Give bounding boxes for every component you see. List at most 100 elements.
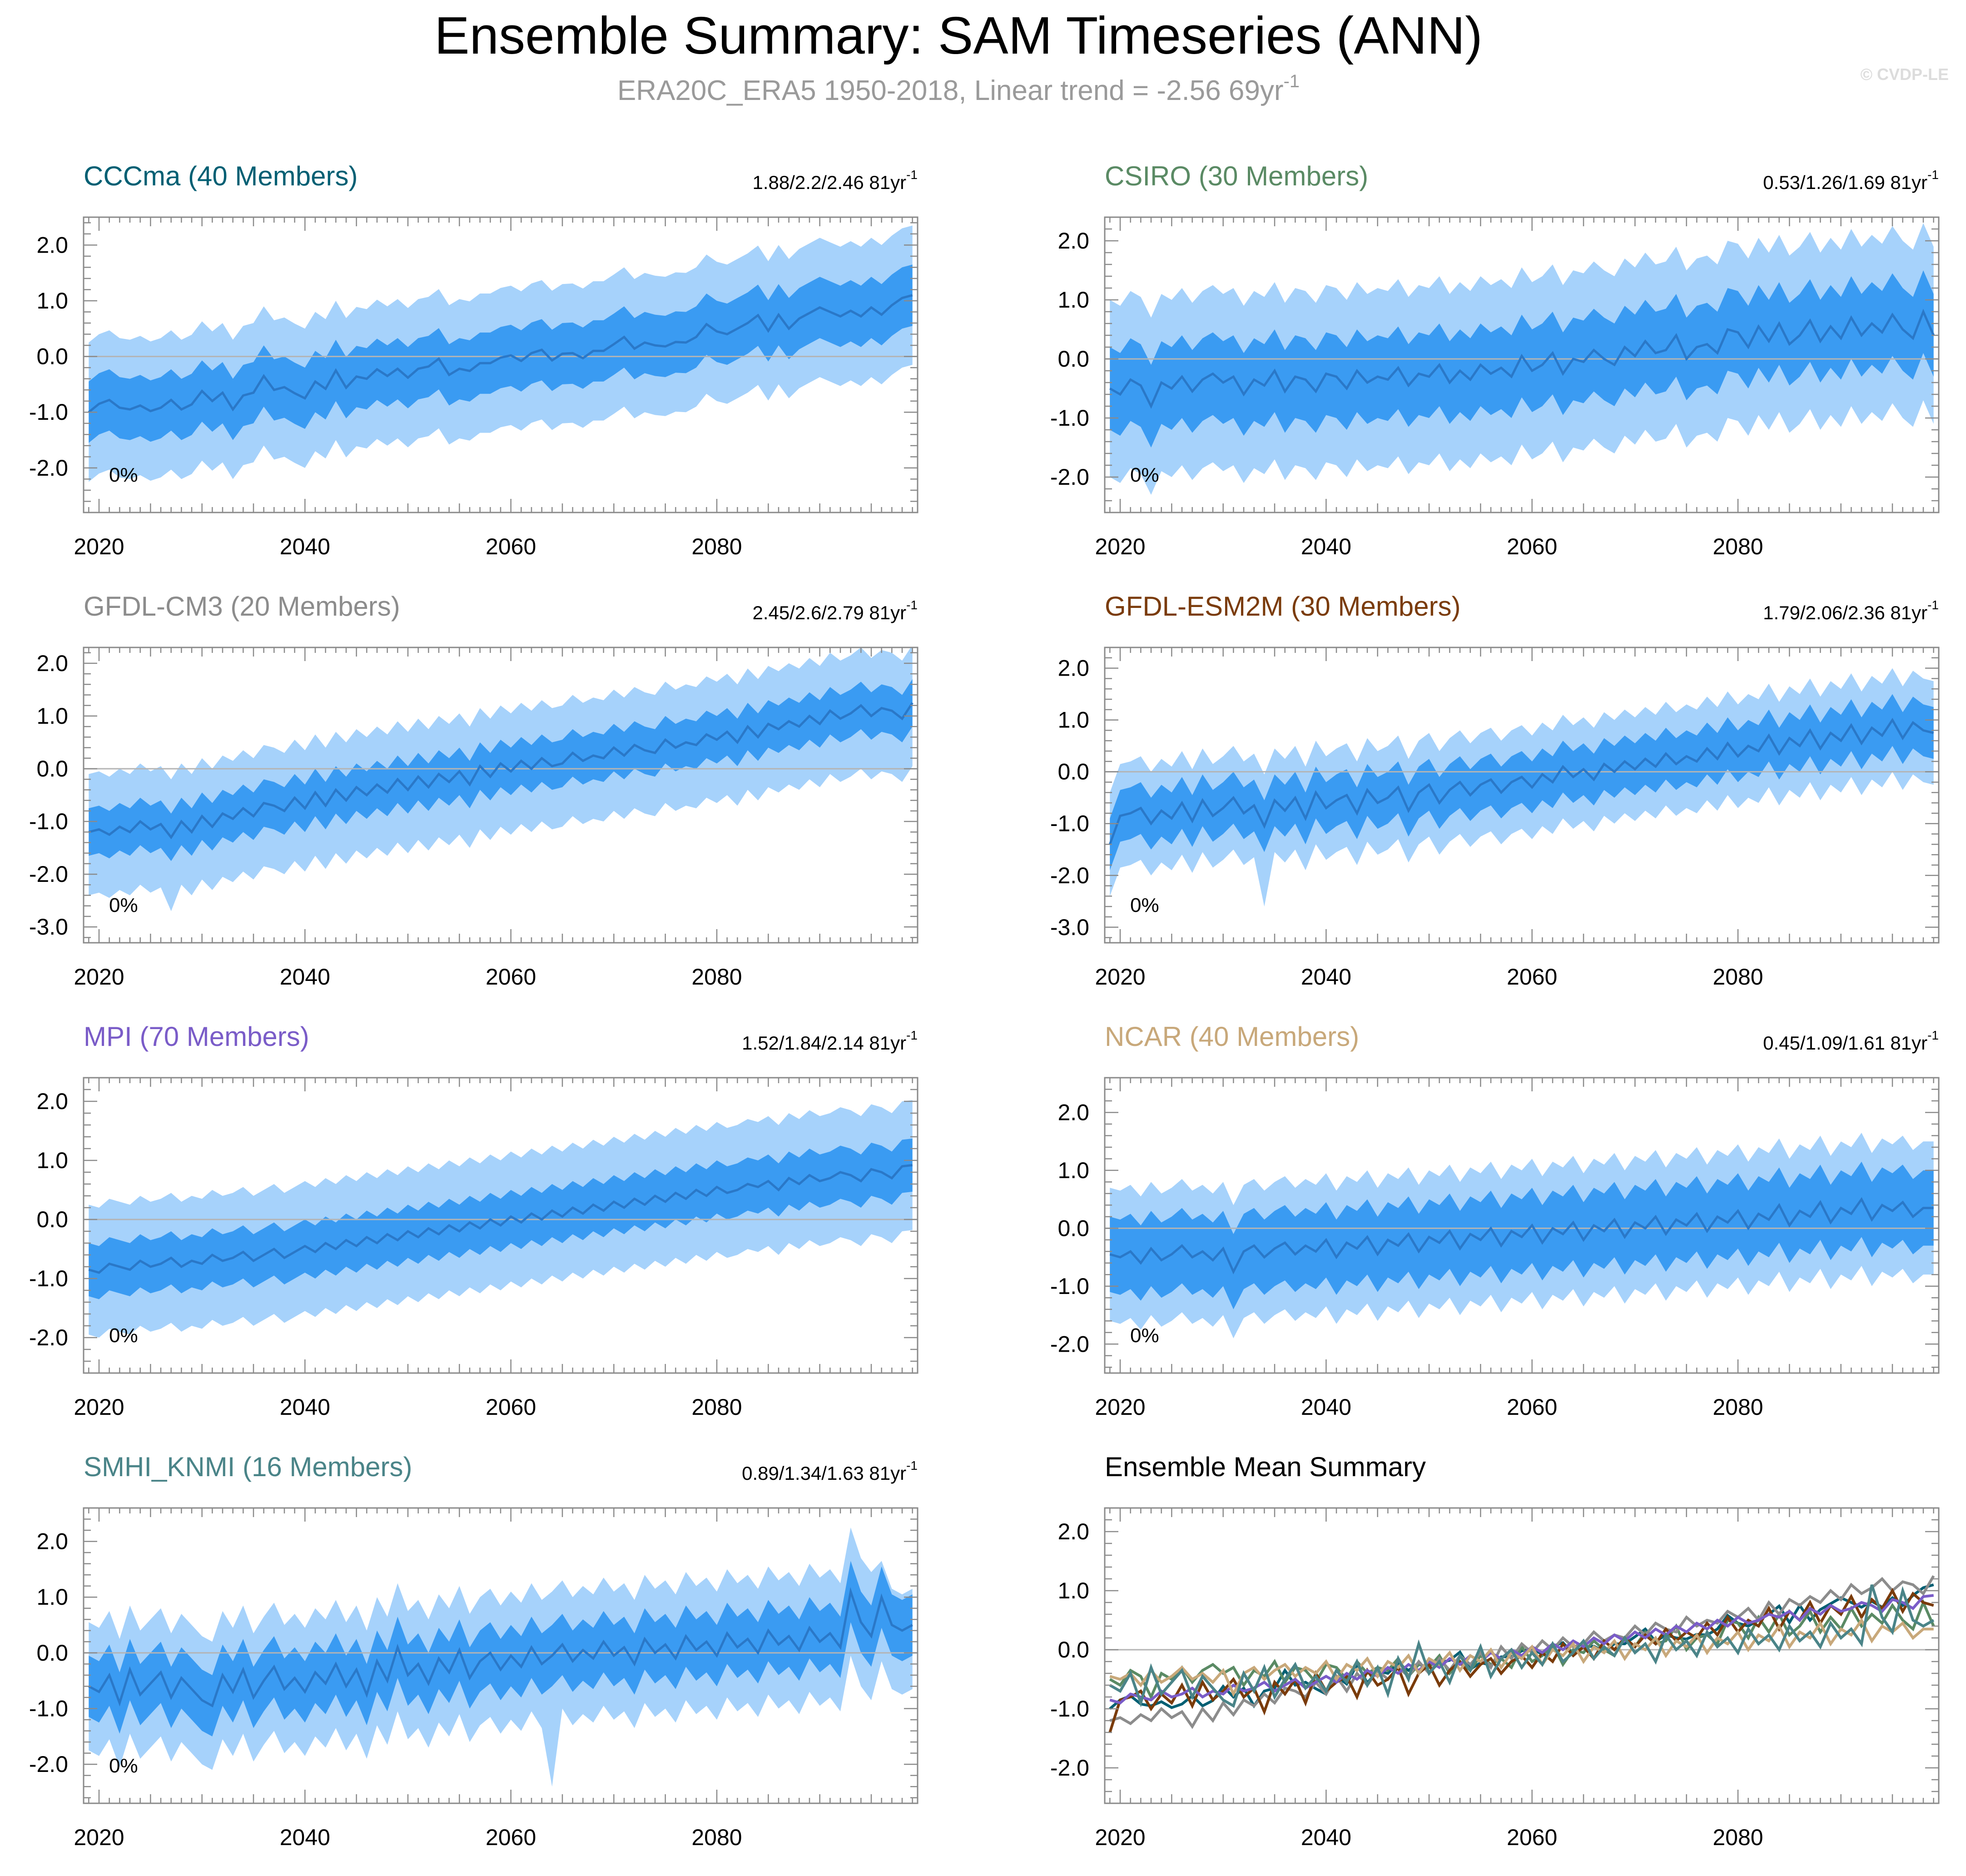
panel-gfdl-cm3-band-25-75 <box>89 679 913 861</box>
panel-gfdl-cm3-trend-text: 2.45/2.6/2.79 81yr <box>753 602 907 623</box>
panel-gfdl-cm3-percent-label: 0% <box>109 894 138 916</box>
panel-gfdl-esm2m-ytick-label: -2.0 <box>1050 863 1089 888</box>
panel-gfdl-esm2m-ensemble-mean-line <box>1108 717 1934 845</box>
panel-smhi-knmi: SMHI_KNMI (16 Members) 0.89/1.34/1.63 81y… <box>29 1452 918 1850</box>
panel-smhi-knmi-trend-label: 0.89/1.34/1.63 81yr-1 <box>742 1458 918 1484</box>
panel-mpi-trend-label: 1.52/1.84/2.14 81yr-1 <box>742 1028 918 1054</box>
panel-cccma: CCCma (40 Members) 1.88/2.2/2.46 81yr-1 0%… <box>29 161 918 559</box>
panel-ncar-ytick-label: -1.0 <box>1050 1274 1089 1299</box>
panel-cccma-ytick-label: -1.0 <box>29 399 68 425</box>
panel-csiro: CSIRO (30 Members) 0.53/1.26/1.69 81yr-1 0… <box>1050 161 1940 559</box>
figure-title: Ensemble Summary: SAM Timeseries (ANN) <box>434 6 1483 65</box>
panel-ensemble-mean-summary: Ensemble Mean Summary -2.0 -1.0 0.0 1.0 2.0 20… <box>1050 1452 1940 1850</box>
panel-gfdl-cm3-xtick-label: 2060 <box>486 964 536 990</box>
panel-mpi-ytick-label: 0.0 <box>36 1207 68 1232</box>
panel-gfdl-esm2m-ytick-label: -1.0 <box>1050 811 1089 836</box>
panel-smhi-knmi-title: SMHI_KNMI (16 Members) <box>84 1452 412 1482</box>
panel-csiro-plot-area <box>1105 223 1939 495</box>
panel-mpi-title: MPI (70 Members) <box>84 1021 309 1052</box>
panel-mpi-percent-label: 0% <box>109 1324 138 1347</box>
panel-ncar-ensemble-mean-line <box>1109 1197 1934 1274</box>
panel-cccma-ytick-label: 2.0 <box>36 232 68 258</box>
panel-ncar-trend-text: 0.45/1.09/1.61 81yr <box>1763 1032 1927 1054</box>
panel-csiro-xtick-label: 2060 <box>1507 534 1557 559</box>
panel-cccma-ytick-label: 1.0 <box>36 288 68 313</box>
panel-ncar-xtick-label: 2060 <box>1507 1394 1557 1420</box>
panel-ncar-title: NCAR (40 Members) <box>1105 1021 1359 1052</box>
panel-smhi-knmi-xtick-label: 2080 <box>691 1825 742 1850</box>
panel-ncar-xtick-label: 2040 <box>1301 1394 1351 1420</box>
panel-csiro-trend-label: 0.53/1.26/1.69 81yr-1 <box>1763 168 1939 193</box>
panel-ensemble-mean-summary-ytick-label: 2.0 <box>1057 1519 1089 1544</box>
figure-subtitle: ERA20C_ERA5 1950-2018, Linear trend = -2… <box>617 71 1300 106</box>
panel-mpi-xtick-label: 2060 <box>486 1394 536 1420</box>
panel-smhi-knmi-xtick-label: 2060 <box>486 1825 536 1850</box>
panel-cccma-xtick-label: 2060 <box>486 534 536 559</box>
panel-ensemble-mean-summary-xtick-label: 2020 <box>1095 1825 1145 1850</box>
watermark: © CVDP-LE <box>1860 65 1949 84</box>
panel-gfdl-cm3-ytick-label: -3.0 <box>29 914 68 940</box>
panel-smhi-knmi-ytick-label: 0.0 <box>36 1640 68 1666</box>
panel-mpi-xtick-label: 2020 <box>74 1394 124 1420</box>
panel-ncar-trend-label: 0.45/1.09/1.61 81yr-1 <box>1763 1028 1939 1054</box>
panel-cccma-ytick-label: -2.0 <box>29 455 68 481</box>
panel-cccma-plot-area <box>84 225 918 482</box>
panel-gfdl-cm3-ytick-label: 2.0 <box>36 651 68 676</box>
panel-gfdl-esm2m-ytick-label: -3.0 <box>1050 915 1089 940</box>
panel-gfdl-cm3-title: GFDL-CM3 (20 Members) <box>84 591 400 622</box>
panel-ncar-trend-exponent: -1 <box>1927 1028 1939 1042</box>
panel-mpi-trend-text: 1.52/1.84/2.14 81yr <box>742 1032 906 1054</box>
panel-cccma-ensemble-mean-line <box>88 294 913 413</box>
panels-container: CCCma (40 Members) 1.88/2.2/2.46 81yr-10%… <box>29 161 1940 1850</box>
panel-mpi-xtick-label: 2040 <box>280 1394 330 1420</box>
panel-gfdl-cm3-xtick-label: 2040 <box>280 964 330 990</box>
panel-smhi-knmi-ytick-label: 1.0 <box>36 1584 68 1610</box>
panel-ensemble-mean-summary-ytick-label: 0.0 <box>1057 1637 1089 1662</box>
panel-csiro-title: CSIRO (30 Members) <box>1105 161 1368 191</box>
panel-csiro-ytick-label: -2.0 <box>1050 464 1089 490</box>
panel-gfdl-esm2m-ytick-label: 2.0 <box>1057 656 1089 681</box>
panel-smhi-knmi-ytick-label: 2.0 <box>36 1529 68 1554</box>
panel-smhi-knmi-ensemble-mean-line <box>88 1587 913 1708</box>
panel-cccma-trend-exponent: -1 <box>906 168 918 182</box>
panel-mpi-xtick-label: 2080 <box>691 1394 742 1420</box>
panel-cccma-band-25-75 <box>89 264 913 443</box>
panel-smhi-knmi-trend-text: 0.89/1.34/1.63 81yr <box>742 1463 906 1484</box>
panel-mpi-ytick-label: -2.0 <box>29 1325 68 1350</box>
panel-gfdl-esm2m: GFDL-ESM2M (30 Members) 1.79/2.06/2.36 81… <box>1050 591 1940 990</box>
panel-gfdl-cm3-xtick-label: 2080 <box>691 964 742 990</box>
panel-ensemble-mean-summary-plot-area <box>1105 1575 1939 1733</box>
panel-ensemble-mean-summary-title: Ensemble Mean Summary <box>1105 1452 1426 1482</box>
panel-gfdl-cm3-ytick-label: -2.0 <box>29 861 68 887</box>
panel-ncar-xtick-label: 2080 <box>1713 1394 1763 1420</box>
panel-csiro-ytick-label: 0.0 <box>1057 346 1089 372</box>
panel-smhi-knmi-trend-exponent: -1 <box>906 1458 918 1473</box>
panel-ncar-ytick-label: -2.0 <box>1050 1331 1089 1357</box>
panel-ncar-percent-label: 0% <box>1130 1324 1159 1347</box>
panel-gfdl-cm3-trend-exponent: -1 <box>906 598 918 612</box>
panel-cccma-xtick-label: 2080 <box>691 534 742 559</box>
panel-ensemble-mean-summary-xtick-label: 2040 <box>1301 1825 1351 1850</box>
panel-ensemble-mean-summary-ytick-label: -1.0 <box>1050 1696 1089 1722</box>
panel-cccma-xtick-label: 2040 <box>280 534 330 559</box>
panel-gfdl-esm2m-band-25-75 <box>1110 694 1934 871</box>
panel-cccma-xtick-label: 2020 <box>74 534 124 559</box>
panel-ensemble-mean-summary-ytick-label: 1.0 <box>1057 1578 1089 1603</box>
panel-ncar-plot-area <box>1105 1133 1939 1339</box>
panel-csiro-xtick-label: 2020 <box>1095 534 1145 559</box>
panel-ncar-ytick-label: 1.0 <box>1057 1158 1089 1183</box>
panel-gfdl-cm3-ytick-label: -1.0 <box>29 809 68 834</box>
panel-cccma-percent-label: 0% <box>109 464 138 486</box>
panel-gfdl-cm3-plot-area <box>84 647 918 911</box>
panel-ensemble-mean-summary-xtick-label: 2060 <box>1507 1825 1557 1850</box>
panel-mpi-ytick-label: 2.0 <box>36 1089 68 1114</box>
panel-gfdl-esm2m-title: GFDL-ESM2M (30 Members) <box>1105 591 1460 622</box>
panel-smhi-knmi-xtick-label: 2020 <box>74 1825 124 1850</box>
panel-mpi-trend-exponent: -1 <box>906 1028 918 1042</box>
panel-mpi-ytick-label: -1.0 <box>29 1266 68 1291</box>
panel-gfdl-cm3-ytick-label: 1.0 <box>36 703 68 729</box>
panel-gfdl-cm3: GFDL-CM3 (20 Members) 2.45/2.6/2.79 81yr-… <box>29 591 918 990</box>
panel-mpi-plot-area <box>84 1100 918 1338</box>
panel-gfdl-esm2m-xtick-label: 2020 <box>1095 964 1145 990</box>
